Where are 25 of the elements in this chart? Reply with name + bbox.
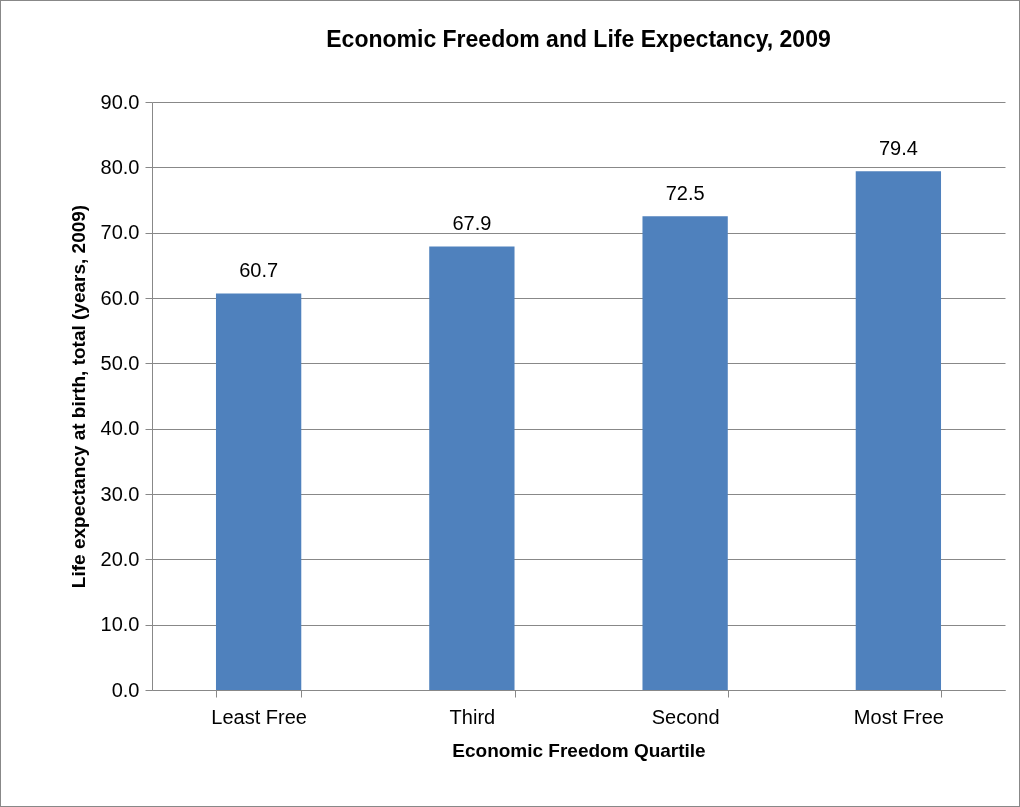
x-axis-title: Economic Freedom Quartile (452, 739, 706, 761)
y-tick-label: 80.0 (100, 155, 140, 178)
data-label: 79.4 (878, 137, 918, 160)
y-tick-label: 90.0 (100, 90, 140, 113)
y-tick-label: 30.0 (100, 482, 140, 505)
y-tick-label: 40.0 (100, 417, 140, 440)
y-tick-label: 20.0 (100, 547, 140, 570)
bar (642, 216, 728, 690)
data-label: 60.7 (239, 259, 279, 282)
bar (855, 171, 942, 690)
x-tick-label: Most Free (853, 705, 944, 728)
y-tick-label: 70.0 (100, 221, 140, 244)
bar (215, 293, 302, 690)
y-tick-label: 10.0 (100, 613, 140, 636)
y-tick-label: 60.0 (100, 286, 140, 309)
data-label: 67.9 (452, 212, 492, 235)
y-axis-title: Life expectancy at birth, total (years, 2009) (67, 204, 89, 589)
data-label: 72.5 (665, 182, 705, 205)
x-tick-label: Least Free (211, 705, 307, 728)
y-tick-label: 0.0 (111, 678, 140, 701)
chart-title: Economic Freedom and Life Expectancy, 2009 (326, 26, 831, 52)
y-tick-label: 50.0 (100, 351, 140, 374)
x-tick-label: Second (651, 705, 720, 728)
bar (429, 246, 515, 690)
x-tick-label: Third (449, 705, 496, 728)
